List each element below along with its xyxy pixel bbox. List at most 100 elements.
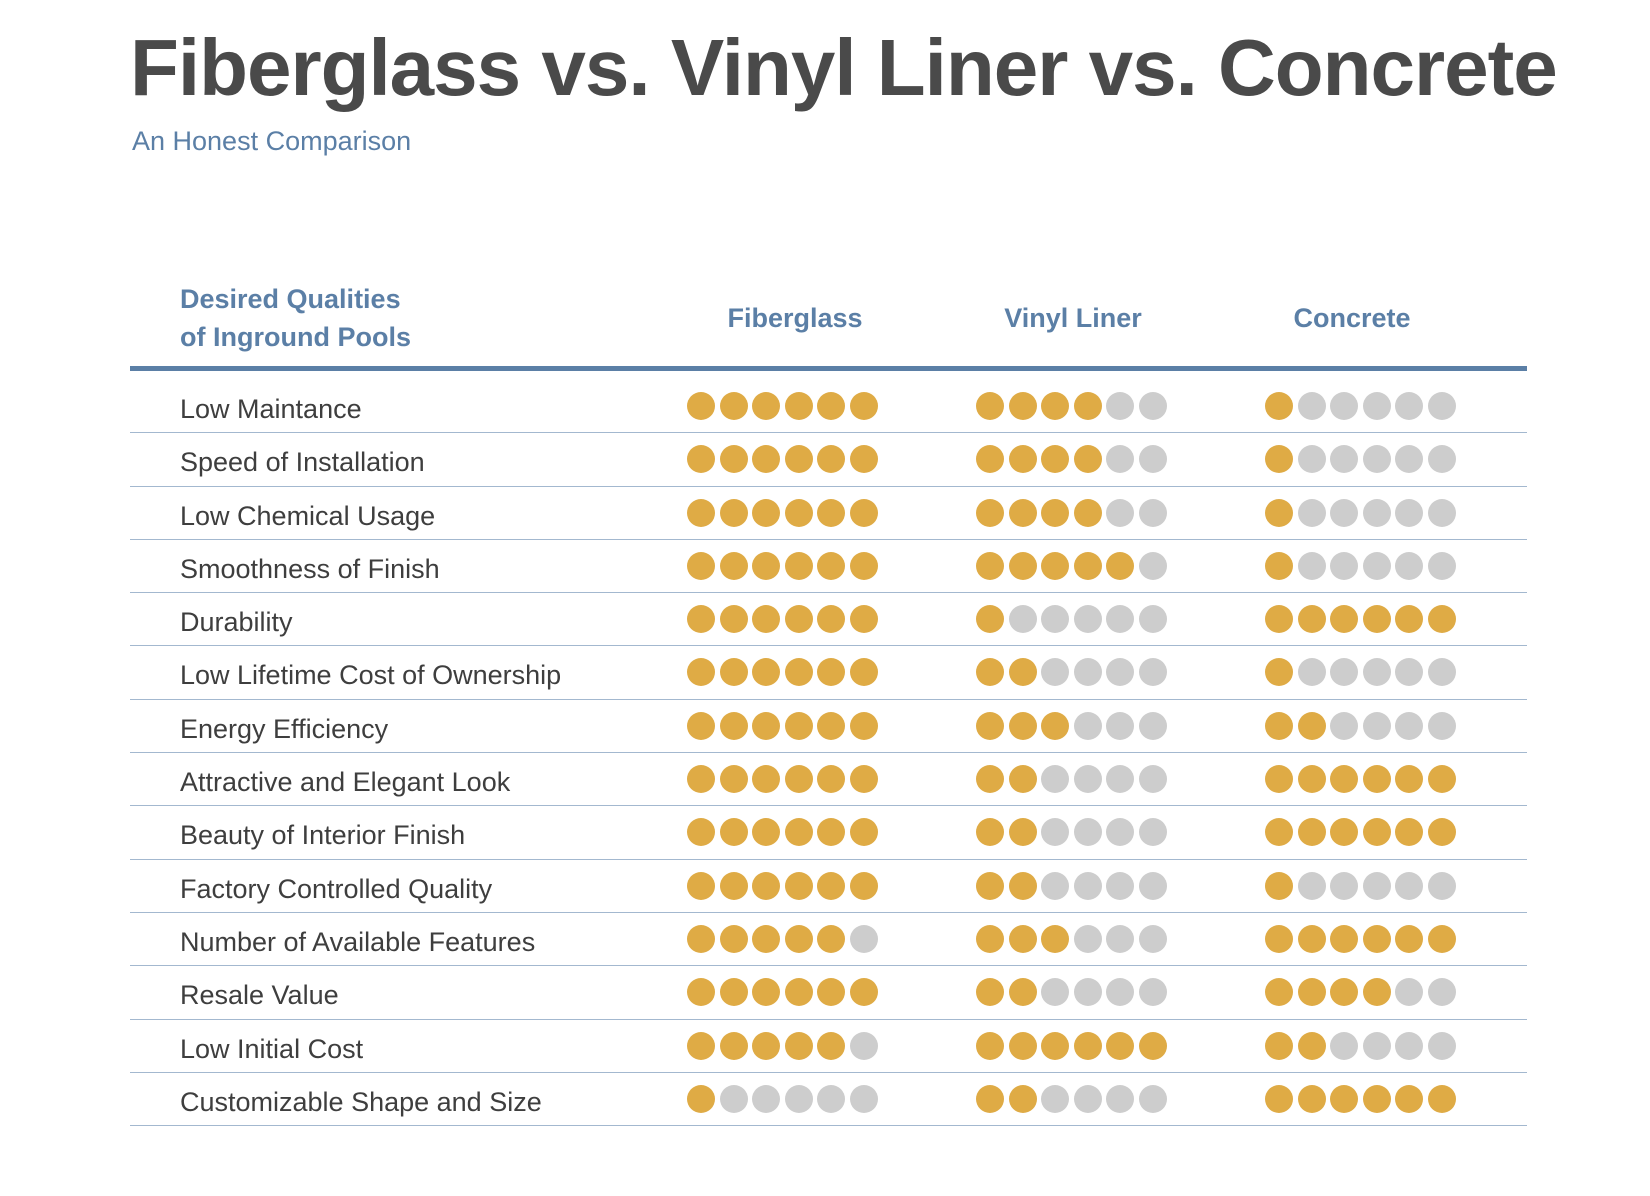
rating-dot-empty xyxy=(1395,551,1423,580)
rating-fiberglass xyxy=(687,818,887,848)
rating-dot-empty xyxy=(1138,1084,1167,1113)
rating-dot-empty xyxy=(1073,658,1102,687)
rating-dot-filled xyxy=(817,924,845,953)
rating-dot-empty xyxy=(1297,658,1326,687)
rating-fiberglass xyxy=(687,1084,887,1115)
rating-dot-filled xyxy=(784,1031,813,1060)
rating-dot-empty xyxy=(1362,871,1391,900)
rating-concrete xyxy=(1265,765,1465,795)
rating-dot-empty xyxy=(1106,498,1134,527)
rating-dot-filled xyxy=(1297,1031,1326,1060)
table-row: Low Initial Cost xyxy=(130,1020,1527,1073)
rating-dot-filled xyxy=(752,765,780,794)
rating-dot-filled xyxy=(976,1084,1004,1113)
column-header-fiberglass: Fiberglass xyxy=(727,303,863,333)
rating-dot-filled xyxy=(687,871,715,900)
quality-label: Factory Controlled Quality xyxy=(180,873,493,904)
qualities-column-header: Desired Qualities of Inground Pools xyxy=(180,280,560,356)
rating-dot-empty xyxy=(1138,498,1167,527)
table-row: Smoothness of Finish xyxy=(130,540,1527,594)
quality-label: Durability xyxy=(180,607,293,638)
rating-dot-empty xyxy=(1041,658,1069,687)
rating-dot-filled xyxy=(1008,498,1037,527)
rating-fiberglass xyxy=(687,765,887,795)
rating-dot-empty xyxy=(1073,871,1102,900)
rating-dot-empty xyxy=(1106,818,1134,847)
rating-dot-empty xyxy=(1395,498,1423,527)
quality-label: Attractive and Elegant Look xyxy=(180,767,511,798)
rating-dot-empty xyxy=(1362,658,1391,687)
rating-dot-empty xyxy=(1297,498,1326,527)
rating-dot-filled xyxy=(1008,1084,1037,1113)
rating-dot-filled xyxy=(719,871,748,900)
rating-dot-empty xyxy=(1138,605,1167,634)
rating-dot-empty xyxy=(1106,605,1134,634)
rating-vinyl-liner xyxy=(976,711,1176,742)
rating-dot-filled xyxy=(752,1031,780,1060)
rating-dot-empty xyxy=(1138,924,1167,953)
rating-vinyl-liner xyxy=(976,871,1176,902)
rating-dot-filled xyxy=(1395,765,1423,794)
rating-dot-filled xyxy=(719,605,748,634)
table-row: Customizable Shape and Size xyxy=(130,1073,1527,1127)
rating-concrete xyxy=(1265,711,1465,742)
rating-fiberglass xyxy=(687,978,887,1008)
rating-dot-empty xyxy=(1395,658,1423,687)
rating-dot-filled xyxy=(784,871,813,900)
rating-dot-filled xyxy=(1362,978,1391,1007)
rating-dot-filled xyxy=(976,445,1004,474)
rating-dot-empty xyxy=(1395,445,1423,474)
rating-dot-empty xyxy=(1073,978,1102,1007)
rating-dot-filled xyxy=(1041,924,1069,953)
rating-dot-empty xyxy=(1427,498,1456,527)
quality-label: Beauty of Interior Finish xyxy=(180,820,466,851)
rating-dot-filled xyxy=(752,978,780,1007)
page-subtitle: An Honest Comparison xyxy=(132,126,412,156)
rating-dot-filled xyxy=(719,924,748,953)
quality-label: Customizable Shape and Size xyxy=(180,1086,542,1117)
rating-dot-filled xyxy=(719,978,748,1007)
rating-dot-empty xyxy=(1330,871,1358,900)
rating-dot-filled xyxy=(784,924,813,953)
rating-dot-empty xyxy=(1041,978,1069,1007)
rating-dot-filled xyxy=(784,392,813,420)
rating-dot-empty xyxy=(1041,871,1069,900)
rating-concrete xyxy=(1265,551,1465,582)
rating-dot-filled xyxy=(687,711,715,740)
rating-dot-empty xyxy=(1362,711,1391,740)
rating-fiberglass xyxy=(687,871,887,902)
rating-dot-filled xyxy=(1265,658,1293,687)
rating-fiberglass xyxy=(687,924,887,955)
rating-fiberglass xyxy=(687,551,887,582)
rating-dot-filled xyxy=(1008,1031,1037,1060)
rating-dot-filled xyxy=(1427,1084,1456,1113)
rating-dot-empty xyxy=(1073,765,1102,794)
rating-dot-filled xyxy=(849,818,878,847)
rating-dot-empty xyxy=(1395,978,1423,1007)
page-title: Fiberglass vs. Vinyl Liner vs. Concrete xyxy=(130,23,1558,112)
rating-dot-filled xyxy=(1330,605,1358,634)
rating-dot-filled xyxy=(1106,551,1134,580)
rating-dot-filled xyxy=(719,498,748,527)
rating-vinyl-liner xyxy=(976,1031,1176,1062)
rating-dot-filled xyxy=(1041,392,1069,420)
rating-dot-filled xyxy=(752,498,780,527)
rating-dot-filled xyxy=(1041,445,1069,474)
table-row: Low Lifetime Cost of Ownership xyxy=(130,646,1527,700)
rating-dot-filled xyxy=(817,498,845,527)
rating-dot-filled xyxy=(976,498,1004,527)
rating-dot-filled xyxy=(817,1031,845,1060)
table-row: Durability xyxy=(130,593,1527,647)
rating-fiberglass xyxy=(687,711,887,742)
rating-concrete xyxy=(1265,445,1465,475)
rating-concrete xyxy=(1265,605,1465,635)
rating-dot-filled xyxy=(1427,924,1456,953)
rating-dot-filled xyxy=(1041,551,1069,580)
comparison-table: Low Maintance Speed of Installation Low Ch… xyxy=(130,380,1527,1127)
qualities-header-line2: of Inground Pools xyxy=(180,322,411,352)
rating-fiberglass xyxy=(687,1031,887,1062)
rating-dot-filled xyxy=(849,871,878,900)
rating-dot-empty xyxy=(1330,551,1358,580)
rating-dot-empty xyxy=(817,1084,845,1113)
rating-dot-filled xyxy=(719,551,748,580)
